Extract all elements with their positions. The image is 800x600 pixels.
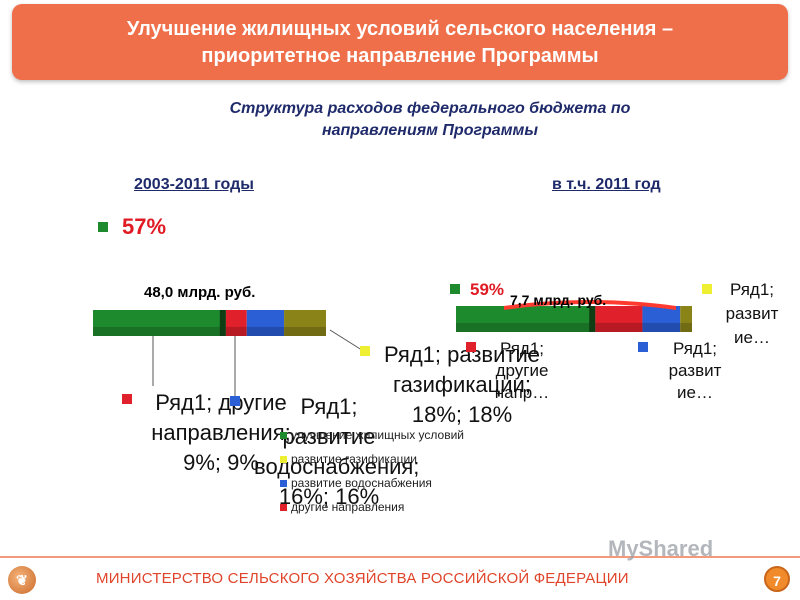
total-2003-2011: 48,0 млрд. руб. — [144, 284, 255, 301]
marker-other-2003 — [122, 394, 132, 404]
legend-marker-housing — [280, 432, 287, 439]
data-label-other-2011: Ряд1; другие напр… — [478, 338, 566, 404]
total-2011: 7,7 млрд. руб. — [510, 292, 606, 308]
slice-shade-gas-2003 — [284, 327, 326, 336]
slice-shade-other-2011 — [595, 323, 642, 332]
slice-edge-2003 — [220, 310, 226, 336]
legend-label-gas: развитие газификации — [291, 452, 417, 466]
marker-gas-2011 — [702, 284, 712, 294]
slice-shade-other-2003 — [226, 327, 247, 336]
watermark-logo: MyShared — [608, 536, 713, 562]
data-label-housing-2011: 59% — [470, 280, 504, 300]
legend-item-water: развитие водоснабжения — [280, 476, 432, 490]
slice-edge-2011 — [589, 306, 595, 332]
page-number: 7 — [764, 566, 790, 592]
slice-shade-gas-2011 — [680, 323, 692, 332]
legend-label-water: развитие водоснабжения — [291, 476, 432, 490]
slice-shade-water-2011 — [642, 323, 680, 332]
legend-item-other: другие направления — [280, 500, 404, 514]
footer-ministry: МИНИСТЕРСТВО СЕЛЬСКОГО ХОЗЯЙСТВА РОССИЙС… — [96, 570, 629, 587]
marker-water-2003 — [230, 396, 240, 406]
data-label-housing-2003: 57% — [122, 214, 166, 240]
legend-item-housing: улучшение жилищных условий — [280, 428, 464, 442]
slice-shade-housing-2003 — [93, 327, 226, 336]
marker-other-2011 — [466, 342, 476, 352]
ministry-logo: ❦ — [8, 566, 36, 594]
legend-marker-water — [280, 480, 287, 487]
marker-housing-2003 — [98, 222, 108, 232]
legend-marker-other — [280, 504, 287, 511]
legend-label-other: другие направления — [291, 500, 404, 514]
slice-shade-housing-2011 — [456, 323, 595, 332]
legend-item-gas: развитие газификации — [280, 452, 417, 466]
marker-gas-2003 — [360, 346, 370, 356]
slice-shade-water-2003 — [247, 327, 284, 336]
emblem-icon: ❦ — [14, 570, 30, 590]
marker-water-2011 — [638, 342, 648, 352]
legend-label-housing: улучшение жилищных условий — [291, 428, 464, 442]
marker-housing-2011 — [450, 284, 460, 294]
legend-marker-gas — [280, 456, 287, 463]
data-label-gas-2011: Ряд1; развит ие… — [712, 278, 792, 350]
